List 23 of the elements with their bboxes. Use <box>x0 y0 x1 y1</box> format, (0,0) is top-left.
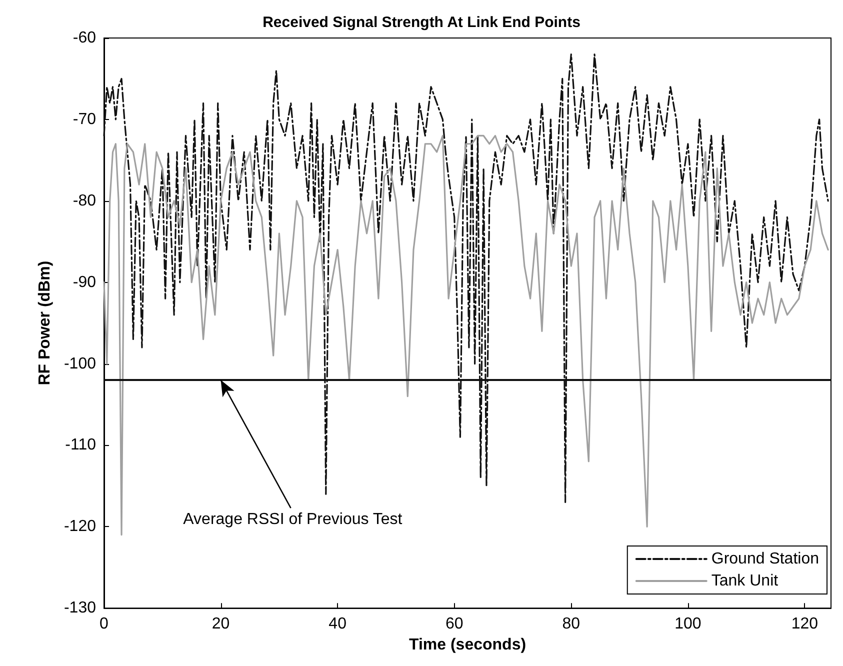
x-tick-label: 0 <box>100 616 109 633</box>
x-tick-label: 100 <box>674 616 702 633</box>
y-tick-label: -100 <box>64 355 96 372</box>
y-tick-label: -110 <box>65 436 96 454</box>
y-tick-label: -120 <box>64 518 96 536</box>
y-axis-title: RF Power (dBm) <box>36 260 54 386</box>
y-tick-label: -60 <box>72 30 96 46</box>
y-tick-label: -130 <box>64 600 96 617</box>
annotation: Average RSSI of Previous Test <box>183 511 403 528</box>
x-tick-label: 40 <box>328 616 347 633</box>
line-series <box>103 53 829 504</box>
x-tick-label: 120 <box>791 616 818 633</box>
y-tick-label: -90 <box>72 274 96 291</box>
line-series <box>103 134 829 536</box>
legend-label: Tank Unit <box>711 572 779 590</box>
x-axis-title: Time (seconds) <box>408 636 526 654</box>
chart-title: Received Signal Strength At Link End Points <box>262 14 580 31</box>
y-tick-label: -70 <box>72 110 96 128</box>
x-tick-label: 80 <box>562 616 580 633</box>
x-tick-label: 60 <box>445 616 464 633</box>
x-tick-label: 20 <box>212 616 230 633</box>
y-tick-label: -80 <box>72 192 96 210</box>
legend-label: Ground Station <box>711 550 819 568</box>
